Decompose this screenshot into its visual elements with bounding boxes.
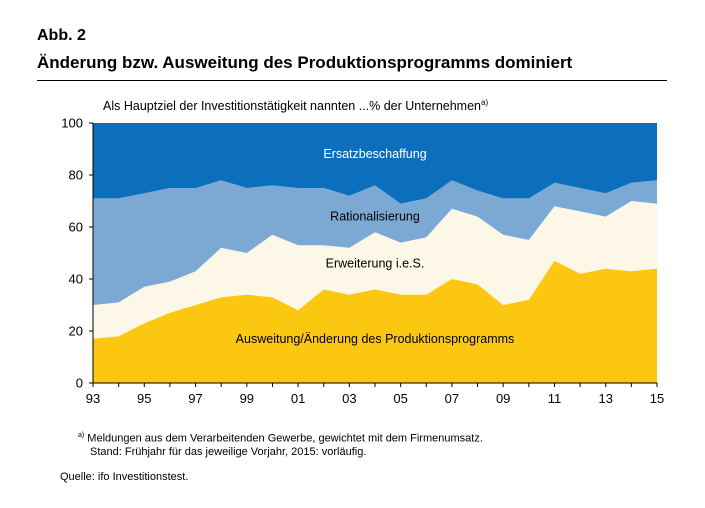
footnote-line-1: a) Meldungen aus dem Verarbeitenden Gewe… [78,432,483,445]
y-tick-label-100: 100 [61,116,83,131]
headline-rule [37,80,667,81]
y-tick-label-0: 0 [76,376,83,391]
area-label-1: Ersatzbeschaffung [323,147,426,161]
y-tick-label-60: 60 [69,220,83,235]
figure-label: Abb. 2 [37,27,86,44]
x-tick-label-95: 95 [137,391,151,406]
x-tick-label-97: 97 [188,391,202,406]
y-tick-label-40: 40 [69,272,83,287]
subtitle-footnote-marker: a) [481,98,489,107]
area-label-4: Ausweitung/Änderung des Produktionsprogr… [236,332,515,346]
x-tick-label-15: 15 [650,391,664,406]
x-tick-label-93: 93 [86,391,100,406]
x-tick-label-11: 11 [548,391,562,406]
source-note: Quelle: ifo Investitionstest. [60,471,189,483]
x-tick-label-07: 07 [445,391,459,406]
x-tick-label-13: 13 [598,391,612,406]
y-tick-label-80: 80 [69,168,83,183]
area-rationalisierung [93,180,657,305]
x-tick-label-09: 09 [496,391,510,406]
x-tick-label-03: 03 [342,391,356,406]
area-label-2: Rationalisierung [330,210,420,224]
area-label-3: Erweiterung i.e.S. [326,256,425,270]
y-tick-label-20: 20 [69,324,83,339]
area-ausweitung [93,260,657,383]
x-tick-label-01: 01 [291,391,305,406]
footnote-line-2: Stand: Frühjahr für das jeweilige Vorjah… [90,446,367,458]
footnote-text-1: Meldungen aus dem Verarbeitenden Gewerbe… [87,432,483,445]
footnote-marker: a) [78,432,85,439]
chart-headline: Änderung bzw. Ausweitung des Produktions… [37,53,573,72]
chart-subtitle: Als Hauptziel der Investitionstätigkeit … [103,98,488,113]
x-tick-label-99: 99 [240,391,254,406]
area-ersatzbeschaffung [93,123,657,204]
chart-subtitle-text: Als Hauptziel der Investitionstätigkeit … [103,99,481,114]
area-erweiterung [93,201,657,339]
x-tick-label-05: 05 [393,391,407,406]
